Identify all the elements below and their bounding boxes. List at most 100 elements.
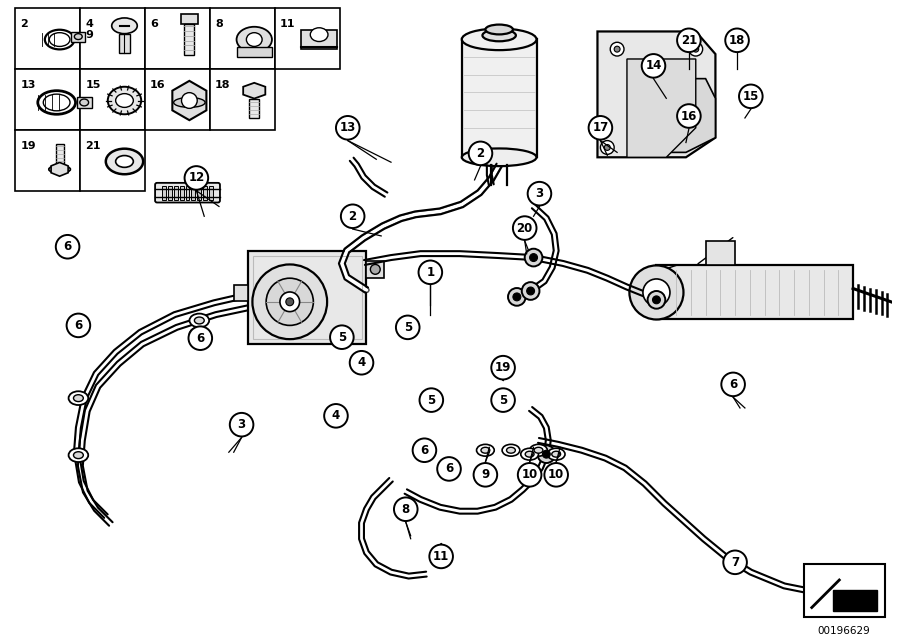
Circle shape bbox=[643, 279, 670, 306]
Bar bbox=[71, 32, 86, 41]
Text: 6: 6 bbox=[420, 444, 428, 457]
Ellipse shape bbox=[190, 314, 209, 328]
Bar bbox=[80, 8, 145, 69]
Circle shape bbox=[491, 389, 515, 412]
Text: 8: 8 bbox=[401, 502, 410, 516]
Polygon shape bbox=[627, 59, 696, 157]
Bar bbox=[192, 186, 195, 200]
Circle shape bbox=[230, 413, 254, 436]
Circle shape bbox=[537, 445, 555, 463]
Circle shape bbox=[724, 551, 747, 574]
Bar bbox=[15, 130, 80, 191]
Circle shape bbox=[418, 261, 442, 284]
Circle shape bbox=[589, 116, 612, 139]
Circle shape bbox=[739, 85, 762, 108]
Ellipse shape bbox=[68, 448, 88, 462]
Bar bbox=[210, 8, 275, 69]
Polygon shape bbox=[598, 31, 716, 157]
Ellipse shape bbox=[529, 445, 547, 456]
Bar bbox=[145, 8, 210, 69]
Circle shape bbox=[544, 463, 568, 487]
Text: 17: 17 bbox=[592, 121, 608, 134]
Circle shape bbox=[648, 291, 665, 308]
Bar bbox=[15, 8, 80, 69]
Text: 1: 1 bbox=[427, 266, 435, 279]
Circle shape bbox=[266, 278, 313, 326]
Circle shape bbox=[336, 116, 360, 139]
Text: 5: 5 bbox=[338, 331, 346, 343]
Text: 20: 20 bbox=[517, 221, 533, 235]
Ellipse shape bbox=[521, 448, 538, 460]
Circle shape bbox=[412, 438, 436, 462]
Circle shape bbox=[610, 42, 624, 56]
Bar bbox=[234, 285, 248, 301]
Text: 15: 15 bbox=[86, 80, 101, 90]
Ellipse shape bbox=[112, 18, 138, 34]
Bar bbox=[248, 251, 366, 344]
Text: 18: 18 bbox=[729, 34, 745, 47]
Polygon shape bbox=[51, 162, 68, 176]
Bar bbox=[162, 186, 166, 200]
Circle shape bbox=[67, 314, 90, 337]
Ellipse shape bbox=[115, 156, 133, 167]
Bar bbox=[77, 97, 92, 108]
Bar bbox=[254, 256, 362, 339]
Circle shape bbox=[527, 182, 552, 205]
Ellipse shape bbox=[507, 447, 516, 453]
Bar bbox=[80, 69, 145, 130]
Circle shape bbox=[286, 298, 293, 306]
Circle shape bbox=[513, 216, 536, 240]
Text: 19: 19 bbox=[21, 141, 36, 151]
Ellipse shape bbox=[237, 27, 272, 52]
Circle shape bbox=[182, 93, 197, 108]
Circle shape bbox=[688, 42, 703, 56]
Circle shape bbox=[350, 351, 374, 375]
Text: 6: 6 bbox=[729, 378, 737, 391]
Ellipse shape bbox=[547, 448, 565, 460]
Bar bbox=[119, 34, 130, 53]
Ellipse shape bbox=[68, 391, 88, 405]
Text: 8: 8 bbox=[215, 18, 223, 29]
Ellipse shape bbox=[476, 445, 494, 456]
Bar bbox=[302, 30, 337, 50]
Circle shape bbox=[629, 265, 683, 319]
Circle shape bbox=[693, 46, 698, 52]
Ellipse shape bbox=[115, 93, 133, 107]
Circle shape bbox=[330, 326, 354, 349]
Text: 6: 6 bbox=[75, 319, 83, 332]
Text: 4: 4 bbox=[357, 356, 365, 370]
Ellipse shape bbox=[194, 317, 204, 324]
Text: 4: 4 bbox=[332, 410, 340, 422]
Bar bbox=[56, 144, 64, 169]
Text: 15: 15 bbox=[742, 90, 759, 103]
Circle shape bbox=[429, 544, 453, 568]
Circle shape bbox=[522, 282, 539, 300]
Circle shape bbox=[473, 463, 497, 487]
Bar bbox=[249, 99, 259, 118]
Text: 2: 2 bbox=[476, 147, 484, 160]
Text: 00196629: 00196629 bbox=[818, 626, 870, 636]
Circle shape bbox=[604, 144, 610, 150]
Circle shape bbox=[184, 166, 208, 190]
Bar bbox=[145, 69, 210, 130]
Bar bbox=[184, 24, 194, 55]
Text: 5: 5 bbox=[403, 321, 412, 334]
Circle shape bbox=[371, 265, 380, 274]
Bar bbox=[210, 69, 275, 130]
Bar bbox=[181, 14, 198, 24]
Ellipse shape bbox=[108, 86, 141, 114]
Circle shape bbox=[525, 249, 543, 266]
Circle shape bbox=[725, 29, 749, 52]
Ellipse shape bbox=[74, 452, 84, 459]
Text: 16: 16 bbox=[150, 80, 166, 90]
Ellipse shape bbox=[190, 328, 209, 341]
Text: 6: 6 bbox=[445, 462, 453, 476]
Bar bbox=[275, 8, 340, 69]
Circle shape bbox=[188, 326, 212, 350]
Bar bbox=[168, 186, 172, 200]
Circle shape bbox=[600, 141, 614, 155]
Bar bbox=[462, 39, 536, 157]
Bar bbox=[180, 186, 184, 200]
Ellipse shape bbox=[724, 378, 743, 391]
Polygon shape bbox=[172, 81, 206, 120]
